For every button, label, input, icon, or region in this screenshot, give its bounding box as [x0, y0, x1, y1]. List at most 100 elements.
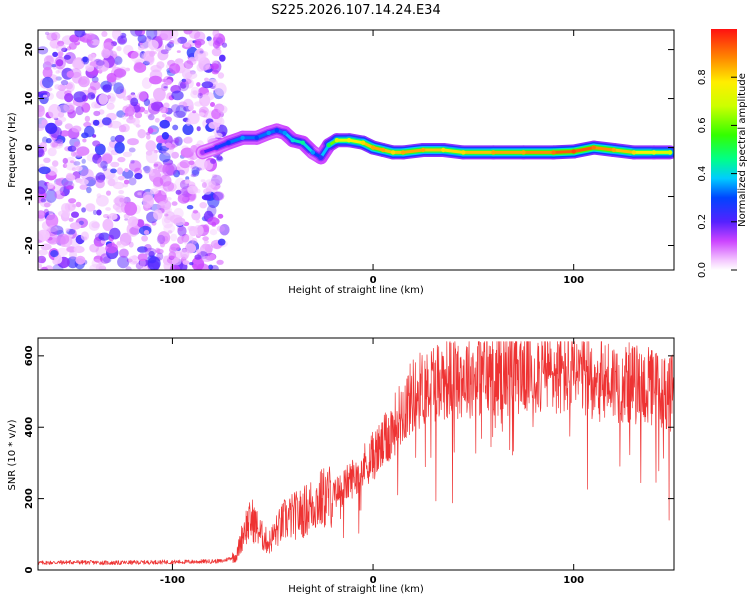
- top-x-axis: -100 0 100: [160, 30, 584, 286]
- noise-blob: [211, 47, 222, 57]
- noise-blob: [71, 211, 79, 218]
- noise-blob: [113, 56, 123, 65]
- noise-blob: [95, 176, 101, 181]
- noise-blob: [184, 136, 193, 144]
- noise-blob: [194, 40, 202, 49]
- noise-blob: [216, 259, 224, 265]
- bottom-x-axis: -100 0 100: [160, 338, 584, 586]
- ridge-segment: [347, 138, 365, 145]
- noise-blob: [129, 160, 142, 172]
- noise-blob: [91, 221, 100, 229]
- noise-blob: [159, 107, 166, 114]
- ridge-point: [290, 138, 295, 143]
- noise-blob: [64, 123, 73, 130]
- noise-blob: [38, 180, 48, 195]
- noise-blob: [45, 189, 57, 203]
- noise-blob: [128, 147, 136, 153]
- noise-blob: [112, 181, 125, 190]
- noise-blob: [98, 174, 106, 181]
- noise-blob: [50, 250, 59, 258]
- noise-blob: [57, 112, 65, 118]
- noise-blob: [106, 102, 115, 110]
- noise-blob: [71, 167, 77, 172]
- noise-blob: [146, 30, 158, 40]
- noise-blob: [178, 79, 190, 92]
- snr-panel: -100 0 100 0 200 400 600 Height of straight l…: [7, 337, 675, 595]
- ridge-layer: [195, 123, 674, 165]
- noise-blob: [187, 185, 199, 195]
- noise-blob: [153, 209, 163, 220]
- noise-blob: [143, 166, 154, 175]
- noise-blob: [112, 203, 121, 211]
- noise-blob: [107, 178, 116, 187]
- noise-blob: [186, 205, 194, 210]
- noise-blob: [119, 248, 129, 258]
- noise-blob: [171, 104, 181, 113]
- noise-blob: [179, 81, 187, 89]
- noise-blob: [144, 165, 151, 174]
- noise-blob: [147, 256, 161, 270]
- noise-blob: [109, 120, 122, 129]
- ridge-point: [326, 142, 332, 148]
- noise-blob: [153, 30, 162, 37]
- noise-blob: [137, 253, 148, 262]
- x-tick-label: 100: [563, 275, 584, 286]
- noise-blob: [165, 79, 172, 85]
- noise-blob: [114, 141, 125, 154]
- noise-blob: [74, 30, 85, 38]
- noise-blob: [110, 41, 117, 47]
- x-tick-label: 0: [370, 275, 377, 286]
- noise-blob: [118, 190, 125, 195]
- noise-blob: [184, 42, 191, 48]
- noise-blob: [81, 31, 87, 36]
- noise-blob: [38, 229, 50, 241]
- noise-blob: [196, 82, 201, 87]
- noise-blob: [108, 213, 118, 220]
- noise-blob: [191, 166, 200, 175]
- noise-blob: [79, 184, 88, 190]
- x-tick-label: 0: [370, 575, 377, 586]
- noise-blob: [219, 224, 230, 236]
- noise-blob: [45, 182, 54, 189]
- ridge-point: [254, 135, 259, 140]
- noise-blob: [204, 92, 215, 101]
- noise-blob: [78, 220, 84, 225]
- noise-blob: [127, 216, 139, 227]
- noise-blob: [160, 49, 169, 55]
- noise-blob: [142, 194, 154, 209]
- noise-blob: [189, 262, 194, 266]
- noise-blob: [102, 84, 112, 93]
- x-tick-label: -100: [160, 575, 185, 586]
- noise-blob: [164, 206, 172, 214]
- noise-blob: [113, 68, 127, 78]
- noise-blob: [172, 124, 179, 131]
- noise-blob: [185, 78, 194, 89]
- noise-blob: [61, 210, 71, 218]
- noise-blob: [63, 102, 75, 113]
- y-tick-label: 20: [24, 43, 35, 57]
- noise-blob: [114, 195, 128, 207]
- noise-blob: [109, 227, 121, 240]
- noise-blob: [209, 229, 218, 236]
- noise-blob: [162, 181, 175, 192]
- noise-blob: [75, 165, 83, 172]
- noise-blob: [183, 30, 193, 35]
- noise-blob: [38, 263, 43, 269]
- noise-blob: [80, 168, 94, 181]
- noise-blob: [106, 190, 111, 196]
- noise-blob: [43, 202, 51, 208]
- noise-blob: [214, 82, 227, 97]
- noise-blob: [209, 254, 216, 260]
- noise-blob: [213, 191, 225, 201]
- y-tick-label: 200: [24, 488, 35, 509]
- noise-blob: [180, 147, 194, 158]
- noise-blob: [43, 157, 51, 163]
- noise-blob: [147, 39, 159, 50]
- noise-blob: [175, 189, 182, 195]
- noise-blob: [191, 210, 201, 221]
- noise-blob: [51, 264, 64, 270]
- noise-blob: [215, 37, 224, 44]
- noise-blob: [181, 78, 192, 85]
- noise-blob: [116, 241, 127, 248]
